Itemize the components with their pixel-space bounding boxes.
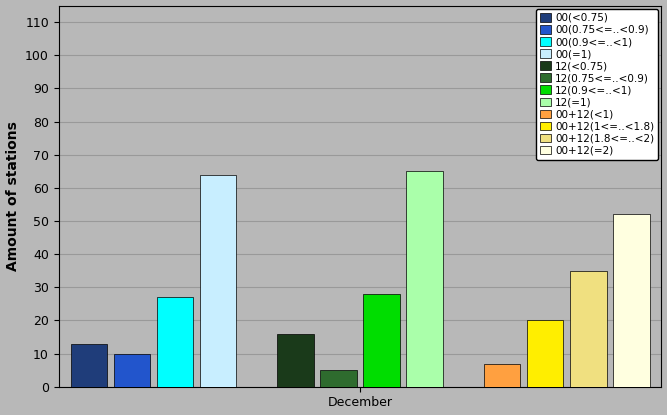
Bar xyxy=(406,171,443,387)
Bar xyxy=(277,334,313,387)
Bar xyxy=(613,215,650,387)
Y-axis label: Amount of stations: Amount of stations xyxy=(5,121,19,271)
Bar xyxy=(484,364,520,387)
Bar xyxy=(71,344,107,387)
Bar xyxy=(320,370,357,387)
Bar xyxy=(113,354,150,387)
Bar xyxy=(570,271,606,387)
Bar xyxy=(364,294,400,387)
Bar xyxy=(527,320,564,387)
Bar xyxy=(157,297,193,387)
Bar xyxy=(199,175,236,387)
Legend: 00(<0.75), 00(0.75<=..<0.9), 00(0.9<=..<1), 00(=1), 12(<0.75), 12(0.75<=..<0.9),: 00(<0.75), 00(0.75<=..<0.9), 00(0.9<=..<… xyxy=(536,9,658,160)
